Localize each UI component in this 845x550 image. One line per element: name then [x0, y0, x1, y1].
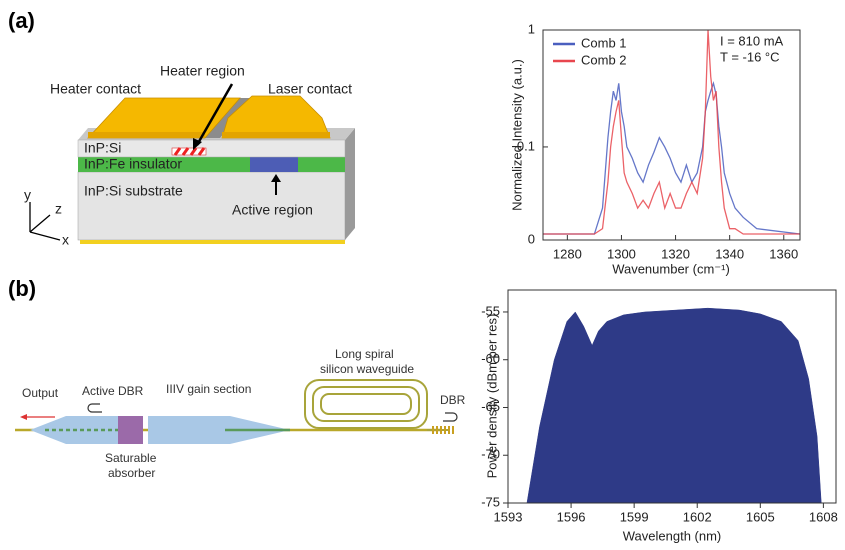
frame: [542, 29, 801, 241]
panel-label: (a): [8, 8, 35, 33]
substrate: [77, 171, 346, 241]
label: IIIV gain section: [166, 382, 251, 396]
label: Active DBR: [82, 384, 144, 398]
label: x: [62, 232, 69, 248]
label: Saturable: [105, 451, 157, 465]
y-tick-label: 0.1: [517, 138, 535, 153]
x-tick-label: 1593: [494, 509, 523, 524]
legend-label: Comb 1: [581, 35, 627, 50]
x-axis-label: Wavelength (nm): [623, 528, 722, 543]
x-tick-label: 1608: [809, 509, 838, 524]
annotation: T = -16 °C: [720, 49, 780, 64]
arrow-head: [271, 174, 281, 182]
label: Heater contact: [50, 81, 141, 97]
axes-icon: [29, 202, 61, 241]
plot: [543, 30, 800, 235]
label: Active region: [232, 202, 313, 218]
chart: 1593 1596 1599 1602 1605 1608 -75 -70 -65 -60 -55 W…: [481, 289, 838, 543]
label: Long spiral: [335, 347, 394, 361]
y-tick-label: 1: [528, 21, 535, 36]
heater-contact-front: [88, 132, 205, 138]
plot: [526, 307, 822, 503]
arrow-head: [193, 138, 202, 150]
laser-contact-front: [222, 132, 330, 138]
label: InP:Si substrate: [84, 183, 183, 199]
y-tick-label: 0: [528, 231, 535, 246]
chart: 1280 1300 1320 1340 1360 0 0.1 1 Wavenumber (cm⁻…: [509, 21, 801, 276]
arrow-head: [20, 414, 27, 420]
x-tick-label: 1605: [746, 509, 775, 524]
x-tick-label: 1360: [769, 246, 798, 261]
x-tick-label: 1599: [620, 509, 649, 524]
label: y: [24, 187, 31, 203]
active-region: [250, 157, 298, 172]
x-axis-label: Wavenumber (cm⁻¹): [612, 261, 730, 276]
gain-section: [148, 416, 290, 444]
bottom-contact: [80, 240, 345, 244]
x-tick-label: 1320: [661, 246, 690, 261]
x-tick-label: 1596: [557, 509, 586, 524]
y-axis-label: Normalized Intensity (a.u.): [509, 59, 524, 211]
label: Laser contact: [268, 81, 352, 97]
legend-label: Comb 2: [581, 52, 627, 67]
y-tick-label: -75: [481, 494, 500, 509]
laser-diagram: Heater contact Heater region Laser conta…: [24, 63, 355, 248]
y-tick-label: -55: [481, 303, 500, 318]
arrow: [195, 83, 234, 146]
x-tick-label: 1602: [683, 509, 712, 524]
area: [526, 307, 822, 503]
label: Output: [22, 386, 59, 400]
label: Heater region: [160, 63, 245, 79]
heater-stripe: [171, 147, 207, 156]
y-tick-label: -70: [481, 447, 500, 462]
frame: [507, 289, 837, 504]
label: silicon waveguide: [320, 362, 414, 376]
label: z: [55, 201, 62, 217]
line: [543, 80, 800, 235]
y-tick-label: -60: [481, 351, 500, 366]
dbr-grating: [432, 426, 454, 434]
y-tick-label: -65: [481, 399, 500, 414]
label: InP:Fe insulator: [84, 156, 182, 172]
label: absorber: [108, 466, 155, 480]
y-axis-label: Power density (dBm per res): [484, 314, 499, 479]
x-tick-label: 1280: [553, 246, 582, 261]
x-tick-label: 1340: [715, 246, 744, 261]
reflect-arrow: [443, 412, 458, 422]
side-face: [345, 128, 355, 240]
label: InP:Si: [84, 140, 121, 156]
spiral: [304, 379, 450, 431]
comb-laser-diagram: Output Active DBR IIIV gain section Long…: [15, 347, 466, 480]
x-tick-label: 1300: [607, 246, 636, 261]
top-layer: [77, 139, 346, 158]
reflect-arrow: [87, 403, 102, 413]
absorber: [118, 416, 143, 444]
panel-label: (b): [8, 276, 36, 301]
plot-area: [543, 30, 800, 240]
label: DBR: [440, 393, 466, 407]
line: [543, 30, 800, 235]
annotation: I = 810 mA: [720, 33, 784, 48]
